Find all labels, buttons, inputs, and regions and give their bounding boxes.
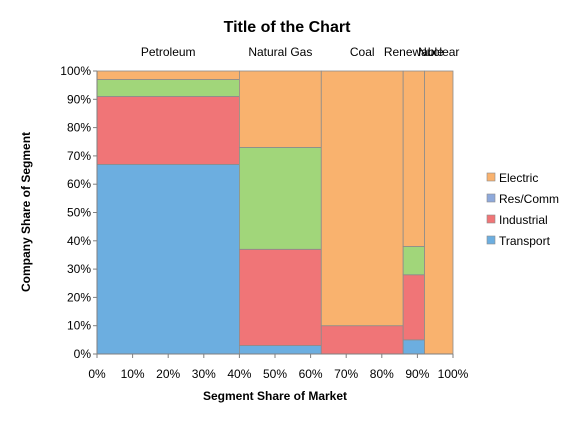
y-tick-label: 50%: [67, 206, 91, 220]
x-tick-label: 0%: [88, 367, 106, 381]
x-tick-label: 90%: [405, 367, 429, 381]
segment-coal-electric: [320, 70, 404, 327]
x-tick-label: 80%: [370, 367, 394, 381]
segment-renewable-transport: [402, 339, 425, 355]
segment-natural-gas-transport: [238, 345, 322, 355]
x-tick-label: 30%: [192, 367, 216, 381]
segment-coal-industrial: [320, 325, 404, 355]
y-tick-label: 20%: [67, 290, 91, 304]
legend-label-electric: Electric: [499, 171, 538, 185]
category-label-petroleum: Petroleum: [141, 45, 196, 59]
y-tick-label: 0%: [74, 347, 92, 361]
segment-natural-gas-electric: [238, 70, 322, 148]
axes: 0% 10% 20% 30% 40% 50% 60% 70% 80% 90% 100% 0% 10% 20…: [60, 64, 468, 381]
y-tick-label: 30%: [67, 262, 91, 276]
segment-nuclear-electric: [424, 70, 454, 355]
legend-label-industrial: Industrial: [499, 213, 548, 227]
y-tick-label: 70%: [67, 149, 91, 163]
segment-renewable-industrial: [402, 274, 425, 341]
legend-swatch-res-comm: [486, 193, 496, 203]
category-label-natural-gas: Natural Gas: [248, 45, 312, 59]
x-tick-label: 40%: [227, 367, 251, 381]
segment-petroleum-transport: [96, 163, 240, 355]
x-tick-label: 100%: [438, 367, 469, 381]
legend-swatch-electric: [486, 172, 496, 182]
segment-petroleum-res-comm: [96, 79, 240, 97]
category-label-nuclear: Nuclear: [418, 45, 459, 59]
x-tick-label: 60%: [299, 367, 323, 381]
x-axis-title: Segment Share of Market: [203, 389, 347, 403]
segment-renewable-electric: [402, 70, 425, 247]
y-tick-label: 40%: [67, 234, 91, 248]
legend-swatch-industrial: [486, 214, 496, 224]
y-tick-label: 80%: [67, 121, 91, 135]
category-label-renewable: Renewable: [384, 45, 444, 59]
segment-petroleum-electric: [96, 70, 240, 80]
chart-title: Title of the Chart: [224, 19, 351, 36]
category-label-coal: Coal: [350, 45, 375, 59]
legend-label-res-comm: Res/Comm: [499, 192, 559, 206]
segment-natural-gas-industrial: [238, 248, 322, 346]
legend-swatch-transport: [486, 235, 496, 245]
plot-area: [96, 70, 454, 355]
legend: Electric Res/Comm Industrial Transport: [486, 171, 559, 248]
y-tick-label: 90%: [67, 92, 91, 106]
segment-petroleum-industrial: [96, 96, 240, 165]
y-axis-title: Company Share of Segment: [19, 132, 33, 292]
x-tick-label: 20%: [156, 367, 180, 381]
y-tick-label: 10%: [67, 319, 91, 333]
segment-renewable-res-comm: [402, 246, 425, 276]
x-tick-label: 70%: [334, 367, 358, 381]
y-tick-label: 100%: [60, 64, 91, 78]
legend-label-transport: Transport: [499, 234, 551, 248]
x-tick-label: 50%: [263, 367, 287, 381]
segment-natural-gas-res-comm: [238, 147, 322, 250]
x-tick-label: 10%: [121, 367, 145, 381]
y-tick-label: 60%: [67, 177, 91, 191]
